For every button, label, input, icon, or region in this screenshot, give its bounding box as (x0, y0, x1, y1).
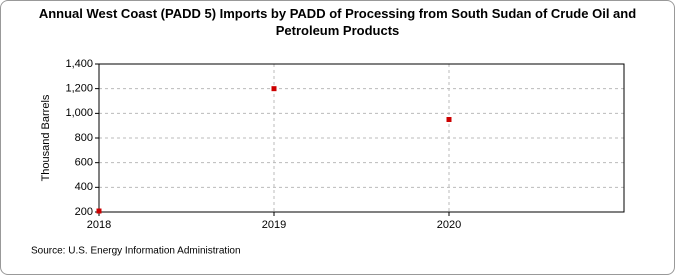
y-tick-label: 800 (75, 132, 93, 144)
x-tick-label: 2020 (437, 219, 461, 231)
y-tick-label: 1,400 (65, 58, 93, 70)
y-tick-label: 1,000 (65, 107, 93, 119)
plot-border (98, 63, 625, 213)
y-tick-label: 200 (75, 206, 93, 218)
chart-title: Annual West Coast (PADD 5) Imports by PA… (38, 6, 637, 38)
y-tick-label: 600 (75, 157, 93, 169)
y-axis-label: Thousand Barrels (40, 94, 52, 181)
point (271, 86, 277, 92)
y-tick-label: 400 (75, 181, 93, 193)
y-tick-label: 1,200 (65, 83, 93, 95)
point (96, 208, 102, 214)
x-tick-label: 2019 (262, 219, 286, 231)
source: Source: U.S. Energy Information Administ… (31, 246, 241, 257)
point (446, 117, 452, 122)
x-tick-label: 2018 (87, 219, 111, 231)
